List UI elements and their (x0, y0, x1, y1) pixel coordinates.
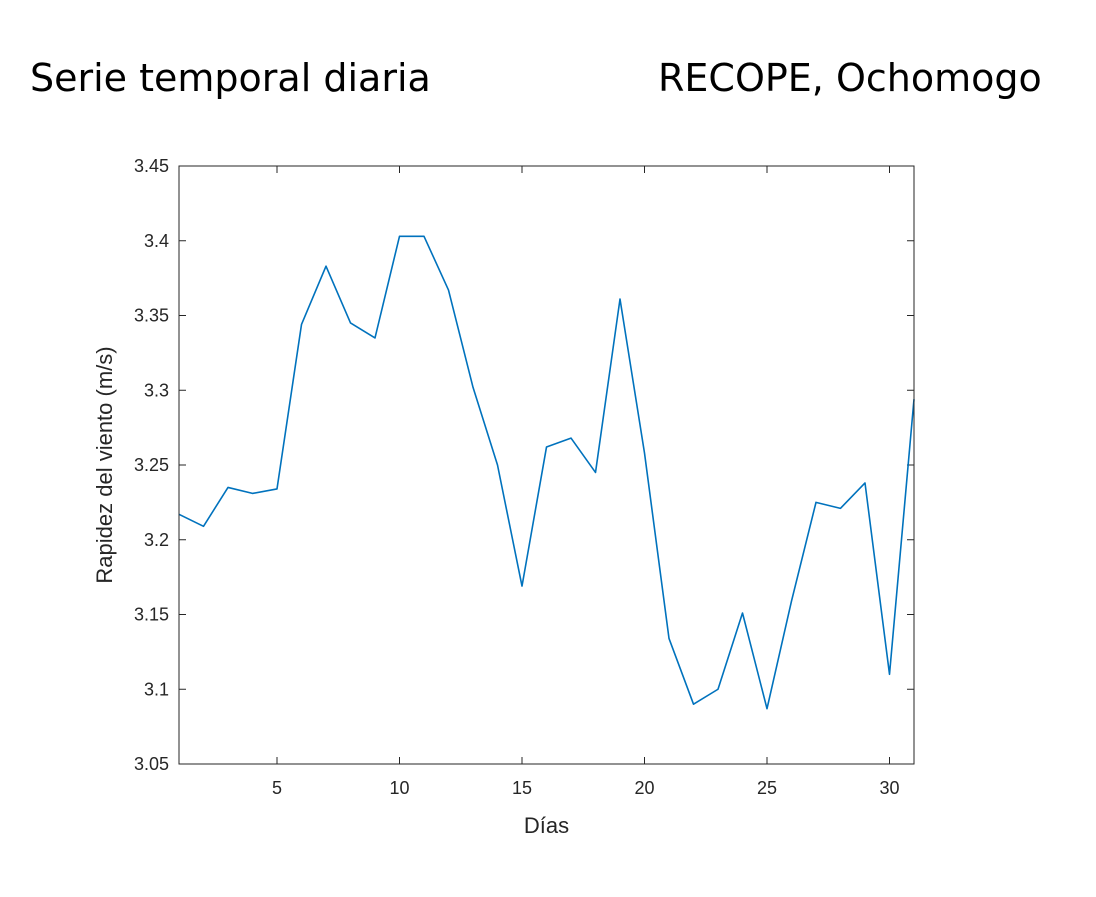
y-axis-label: Rapidez del viento (m/s) (92, 346, 117, 583)
figure-title-left: Serie temporal diaria (30, 56, 431, 100)
tick-marks (179, 165, 914, 765)
y-tick-label: 3.4 (144, 231, 169, 251)
figure-title-right: RECOPE, Ochomogo (658, 56, 1042, 100)
plot-area (179, 166, 914, 764)
x-tick-label: 15 (512, 778, 532, 798)
y-tick-label: 3.3 (144, 380, 169, 400)
y-tick-label: 3.2 (144, 530, 169, 550)
y-tick-label: 3.15 (134, 605, 169, 625)
x-axis-label: Días (524, 813, 569, 838)
y-tick-label: 3.45 (134, 156, 169, 176)
x-tick-labels: 5 10 15 20 25 30 (272, 778, 900, 798)
y-tick-label: 3.25 (134, 455, 169, 475)
series-line (178, 235, 915, 710)
x-tick-label: 10 (389, 778, 409, 798)
x-tick-label: 5 (272, 778, 282, 798)
y-tick-labels: 3.05 3.1 3.15 3.2 3.25 3.3 3.35 3.4 3.45 (134, 156, 169, 774)
plot-frame (178, 165, 915, 765)
y-tick-label: 3.1 (144, 679, 169, 699)
x-tick-label: 25 (757, 778, 777, 798)
x-tick-label: 20 (634, 778, 654, 798)
x-tick-label: 30 (879, 778, 899, 798)
y-tick-label: 3.35 (134, 306, 169, 326)
y-tick-label: 3.05 (134, 754, 169, 774)
